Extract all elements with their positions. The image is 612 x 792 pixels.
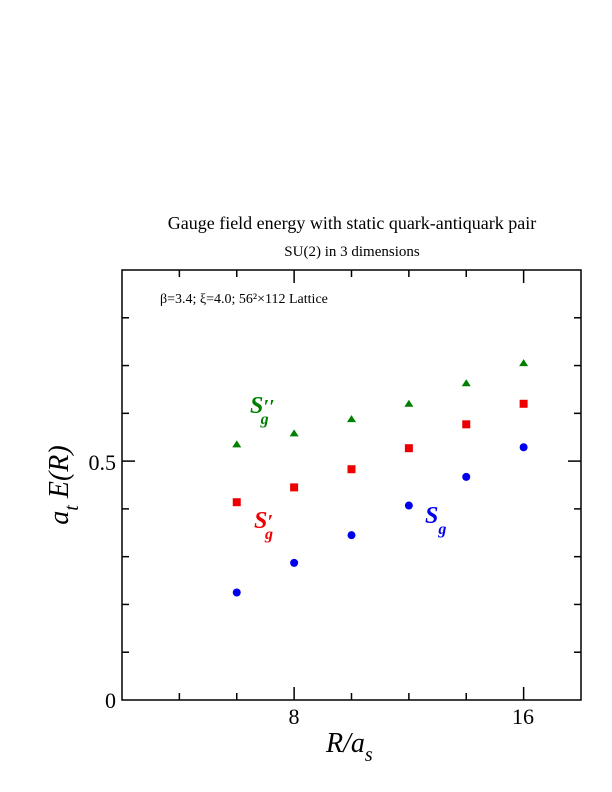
- data-point-s-double-prime-g: [289, 429, 299, 437]
- data-points: [232, 359, 529, 597]
- data-point-s-prime-g: [462, 420, 471, 429]
- axis-ticks: [122, 270, 581, 700]
- x-axis-label: R/as: [325, 728, 373, 766]
- data-point-s-double-prime-g: [232, 440, 242, 448]
- data-point-s-double-prime-g: [404, 399, 414, 407]
- chart-subtitle: SU(2) in 3 dimensions: [284, 244, 420, 260]
- data-point-s-prime-g: [290, 483, 299, 492]
- x-tick-label-8: 8: [289, 704, 300, 729]
- data-point-s-prime-g: [519, 399, 528, 408]
- series-label-s-double-prime: S′′ g: [250, 393, 275, 428]
- data-point-s-double-prime-g: [519, 359, 529, 367]
- x-tick-label-16: 16: [512, 704, 534, 729]
- data-point-s-g: [404, 501, 413, 510]
- data-point-s-double-prime-g: [461, 379, 471, 387]
- data-point-s-g: [290, 558, 299, 567]
- data-point-s-double-prime-g: [347, 415, 356, 423]
- data-point-s-g: [232, 588, 241, 597]
- data-point-s-prime-g: [232, 498, 241, 507]
- lattice-annotation: β=3.4; ξ=4.0; 56²×112 Lattice: [160, 292, 328, 307]
- y-tick-label-0: 0: [105, 688, 116, 713]
- data-point-s-g: [347, 531, 356, 540]
- data-point-s-g: [462, 472, 471, 481]
- data-point-s-prime-g: [347, 465, 356, 474]
- data-point-s-prime-g: [404, 444, 413, 453]
- chart-title: Gauge field energy with static quark-ant…: [168, 213, 537, 233]
- series-label-s: Sg: [425, 503, 446, 538]
- data-point-s-g: [519, 443, 528, 452]
- y-axis-label: at E(R): [44, 445, 83, 524]
- series-label-s-prime: S′ g: [254, 508, 273, 543]
- plot-frame: [121, 269, 582, 701]
- y-tick-label-0-5: 0.5: [89, 450, 117, 475]
